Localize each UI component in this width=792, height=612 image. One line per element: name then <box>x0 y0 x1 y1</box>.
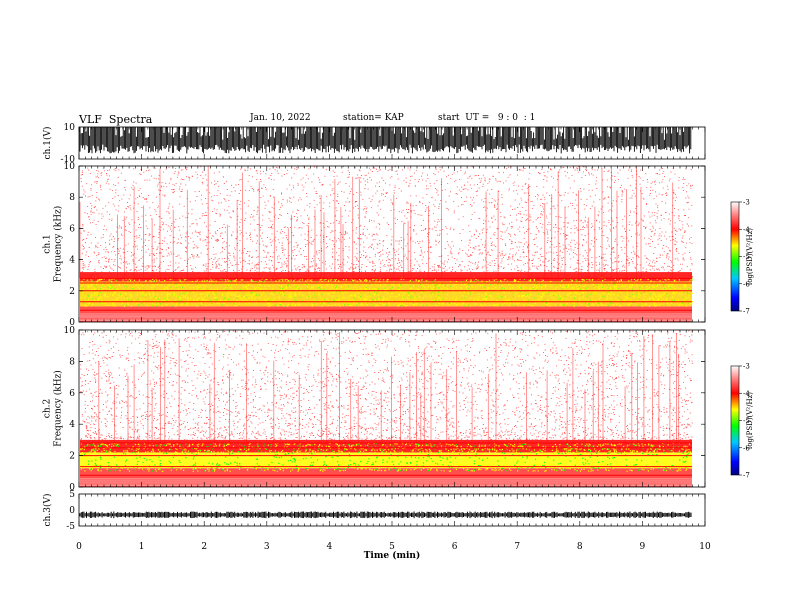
x-tick-label-1: 1 <box>139 542 145 552</box>
ch1-spectrogram-yellow-texture <box>80 277 694 307</box>
colorbar-1-tick-label-2: -5 <box>743 253 750 261</box>
station-label: station= KAP <box>343 113 404 123</box>
ch1-spectrogram-y-tick-label-5: 10 <box>64 162 76 172</box>
colorbar-2 <box>730 365 740 476</box>
ch2-spectrogram-y-tick-label-4: 8 <box>69 357 75 367</box>
colorbar-1-label: log(PSD)(V²/Hz) <box>746 228 754 285</box>
x-tick-label-0: 0 <box>76 542 82 552</box>
ch1-spectrogram-ylabel-line-0: ch.1 <box>43 234 53 253</box>
x-tick-label-2: 2 <box>201 542 207 552</box>
ch1-spectrogram-band-3 <box>80 272 692 282</box>
figure-title: VLF Spectra <box>79 113 153 126</box>
x-tick-label-8: 8 <box>577 542 583 552</box>
ch2-spectrogram-y-tick-label-5: 10 <box>64 326 76 336</box>
data-marks <box>79 127 694 519</box>
ch1-spectrogram-green-texture <box>80 277 693 307</box>
colorbar-1-tick-label-0: -3 <box>743 199 750 207</box>
ch2-spectrogram-ylabel-line-1: Frequency (kHz) <box>53 370 64 447</box>
colorbar-2-tick-label-3: -6 <box>743 444 750 452</box>
ch1-spectrogram-impulse-streaks <box>79 166 674 279</box>
panel-1-x-ticks <box>78 127 706 159</box>
panel-2-x-ticks <box>78 166 706 322</box>
ch3-y-tick-label-2: -5 <box>66 522 75 532</box>
ch3-waveform-ylabel-line-0: ch.3(V) <box>42 494 53 527</box>
colorbar-2-tick-label-2: -5 <box>743 417 750 425</box>
ch1-y-tick-label-bottom: -10 <box>61 155 76 165</box>
x-tick-label-3: 3 <box>264 542 270 552</box>
colorbar-2-label: log(PSD)(V²/Hz) <box>746 392 754 449</box>
ch1-y-tick-label-top: 10 <box>64 123 76 133</box>
ch2-spectrogram-band-1 <box>80 468 692 480</box>
x-tick-label-4: 4 <box>327 542 333 552</box>
ch2-spectrogram-y-tick-label-3: 6 <box>69 389 75 399</box>
ch1-spectrogram-y-tick-label-3: 6 <box>69 224 75 234</box>
ch2-spectrogram <box>80 329 693 487</box>
ch1-spectrogram-y-tick-label-0: 0 <box>69 318 75 328</box>
ch3-y-tick-label-0: 5 <box>69 490 75 500</box>
x-tick-label-6: 6 <box>452 542 458 552</box>
colorbar-2-tick-label-0: -3 <box>743 363 750 371</box>
colorbar-2-tick-label-1: -4 <box>743 390 750 398</box>
ch3-waveform-line <box>79 511 692 519</box>
colorbar-1-tick-label-4: -7 <box>743 308 750 316</box>
x-tick-label-9: 9 <box>640 542 646 552</box>
ch2-spectrogram-y-ticks <box>79 329 705 488</box>
ch1-spectrogram-y-tick-label-4: 8 <box>69 193 75 203</box>
x-tick-label-7: 7 <box>514 542 520 552</box>
ch1-spectrogram-y-tick-label-1: 2 <box>69 287 75 297</box>
colorbar-1-tick-label-3: -6 <box>743 280 750 288</box>
ch1-spectrogram <box>79 165 694 322</box>
ch2-spectrogram-y-tick-label-2: 4 <box>69 420 75 430</box>
x-tick-label-10: 10 <box>699 542 711 552</box>
ch2-spectrogram-y-tick-label-1: 2 <box>69 452 75 462</box>
colorbar-1-tick-label-1: -4 <box>743 226 750 234</box>
ch1-spectrogram-y-tick-label-2: 4 <box>69 256 75 266</box>
ch2-spectrogram-impulse-streaks <box>98 332 680 443</box>
start-time-label: start UT = 9 : 0 : 1 <box>438 113 536 123</box>
panel-4-x-ticks <box>78 494 706 526</box>
ch1-spectrogram-ylabel-line-1: Frequency (kHz) <box>53 206 64 283</box>
ch3-y-tick-label-1: 0 <box>69 506 75 516</box>
ch1-waveform-line <box>79 127 692 154</box>
ch2-spectrogram-ylabel-line-0: ch.2 <box>43 399 53 418</box>
ch1-spectrogram-speckle <box>80 165 693 279</box>
colorbar-1 <box>730 201 740 312</box>
ch1-spectrogram-y-ticks <box>79 165 705 323</box>
panel-3-x-ticks <box>78 330 706 487</box>
ch1-waveform-ylabel-line-0: ch.1(V) <box>42 127 53 160</box>
colorbar-2-tick-label-4: -7 <box>743 472 750 480</box>
panel-4-background <box>79 494 705 526</box>
ch2-spectrogram-y-tick-label-0: 0 <box>69 483 75 493</box>
panel-frames <box>78 126 742 527</box>
x-axis-label: Time (min) <box>364 550 421 561</box>
x-tick-label-5: 5 <box>389 542 395 552</box>
date-label: Jan. 10, 2022 <box>250 113 311 123</box>
